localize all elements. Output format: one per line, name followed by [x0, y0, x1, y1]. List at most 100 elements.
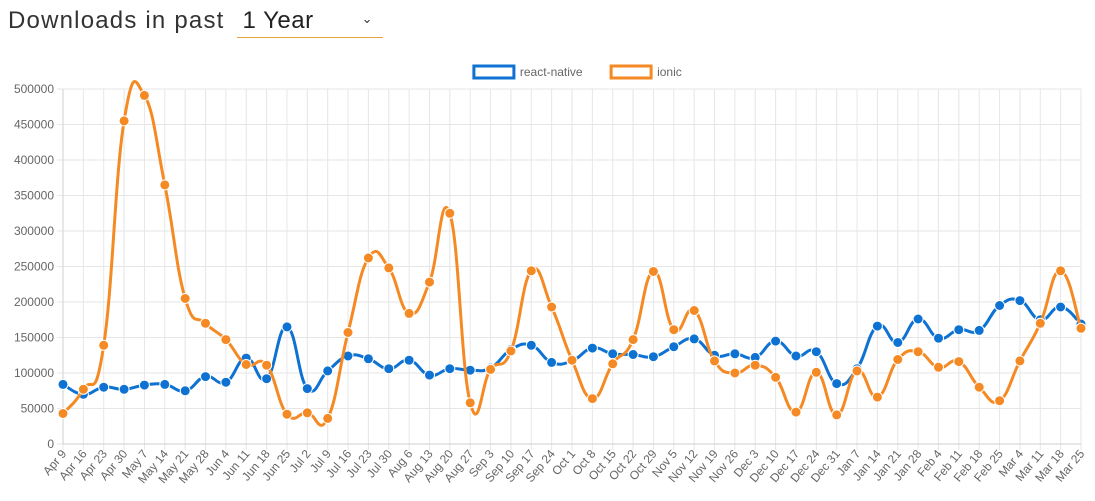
legend-item-react-native[interactable]: react-native: [472, 64, 583, 80]
data-point-react-native: [220, 376, 232, 388]
data-point-react-native: [403, 354, 415, 366]
y-tick-label: 150000: [14, 331, 54, 345]
data-point-react-native: [912, 313, 924, 325]
data-point-ionic: [1034, 317, 1046, 329]
data-point-ionic: [383, 262, 395, 274]
data-point-ionic: [810, 366, 822, 378]
data-point-react-native: [159, 378, 171, 390]
y-tick-label: 500000: [14, 82, 54, 96]
data-point-react-native: [586, 342, 598, 354]
data-point-ionic: [749, 359, 761, 371]
y-tick-label: 50000: [21, 402, 55, 416]
data-point-ionic: [994, 395, 1006, 407]
data-point-ionic: [200, 317, 211, 329]
y-tick-label: 400000: [14, 153, 54, 167]
data-point-ionic: [485, 363, 497, 375]
y-tick-label: 200000: [14, 295, 54, 309]
data-point-ionic: [505, 345, 517, 357]
y-tick-label: 300000: [14, 224, 54, 238]
data-point-ionic: [57, 408, 69, 419]
data-point-react-native: [200, 371, 211, 383]
data-point-react-native: [118, 383, 130, 395]
data-point-react-native: [892, 337, 904, 348]
data-point-ionic: [586, 393, 598, 405]
data-point-ionic: [851, 365, 863, 377]
data-point-ionic: [892, 354, 904, 365]
data-point-ionic: [342, 327, 354, 338]
data-point-react-native: [729, 348, 741, 360]
data-point-react-native: [688, 333, 700, 345]
data-point-ionic: [973, 381, 985, 393]
y-tick-label: 450000: [14, 118, 54, 132]
data-point-ionic: [240, 359, 252, 370]
data-point-react-native: [770, 335, 782, 347]
data-point-ionic: [790, 406, 802, 418]
data-point-react-native: [98, 381, 110, 393]
data-point-react-native: [994, 300, 1006, 311]
data-point-ionic: [709, 355, 720, 367]
data-point-react-native: [1055, 301, 1067, 313]
y-tick-label: 0: [47, 437, 54, 451]
data-point-ionic: [322, 412, 334, 424]
period-select[interactable]: 1 Year ⌄: [236, 5, 383, 38]
data-point-ionic: [261, 359, 273, 371]
data-point-react-native: [138, 379, 150, 391]
data-point-ionic: [281, 408, 293, 420]
data-point-ionic: [118, 115, 130, 127]
data-point-ionic: [220, 334, 232, 346]
data-point-react-native: [871, 320, 883, 332]
data-point-react-native: [322, 365, 334, 377]
y-tick-label: 250000: [14, 260, 54, 274]
data-point-react-native: [546, 356, 558, 368]
data-point-ionic: [831, 409, 843, 421]
x-tick-label: Jul 2: [287, 447, 314, 476]
data-point-ionic: [647, 266, 659, 277]
data-point-ionic: [668, 324, 680, 336]
data-point-ionic: [159, 179, 171, 191]
data-point-react-native: [953, 324, 965, 336]
data-point-react-native: [790, 350, 802, 362]
data-point-ionic: [362, 252, 374, 264]
data-point-ionic: [525, 265, 537, 277]
data-point-ionic: [607, 358, 619, 370]
data-point-react-native: [668, 341, 680, 353]
data-point-ionic: [871, 391, 883, 403]
data-point-react-native: [627, 349, 639, 360]
data-point-react-native: [1014, 295, 1026, 307]
data-point-ionic: [1075, 322, 1087, 334]
header: Downloads in past 1 Year ⌄: [8, 4, 383, 38]
data-point-ionic: [627, 334, 639, 346]
data-point-ionic: [444, 207, 456, 219]
heading-label: Downloads in past: [8, 7, 225, 34]
data-point-ionic: [912, 346, 924, 358]
data-point-react-native: [933, 332, 944, 344]
data-point-ionic: [301, 407, 313, 419]
data-point-ionic: [138, 89, 150, 101]
data-point-ionic: [688, 305, 700, 316]
data-point-react-native: [525, 339, 537, 351]
data-point-react-native: [810, 346, 822, 358]
data-point-react-native: [973, 324, 985, 336]
data-point-react-native: [301, 383, 313, 395]
data-point-ionic: [566, 354, 578, 366]
data-point-ionic: [464, 397, 476, 409]
data-point-react-native: [444, 363, 456, 375]
data-point-ionic: [424, 276, 435, 288]
chevron-down-icon: ⌄: [361, 10, 373, 26]
data-point-react-native: [424, 369, 435, 381]
data-point-ionic: [98, 339, 110, 351]
legend-label-react-native: react-native: [520, 65, 583, 79]
data-point-ionic: [77, 383, 89, 395]
data-point-react-native: [607, 348, 619, 360]
data-point-ionic: [546, 301, 558, 313]
data-point-ionic: [770, 371, 782, 383]
data-point-react-native: [179, 385, 191, 397]
data-point-react-native: [261, 373, 273, 385]
data-point-react-native: [57, 378, 69, 390]
legend-item-ionic[interactable]: ionic: [609, 64, 682, 80]
data-point-ionic: [729, 367, 741, 379]
data-point-ionic: [933, 361, 944, 373]
legend-swatch-ionic: [609, 64, 653, 80]
y-tick-label: 350000: [14, 189, 54, 203]
